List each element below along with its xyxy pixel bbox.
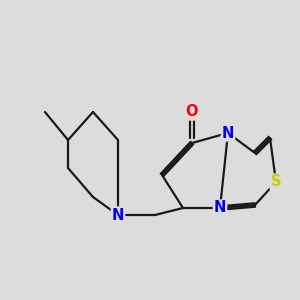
Text: N: N — [222, 125, 234, 140]
Text: S: S — [271, 175, 281, 190]
Text: N: N — [112, 208, 124, 223]
Text: O: O — [186, 104, 198, 119]
Text: N: N — [214, 200, 226, 215]
